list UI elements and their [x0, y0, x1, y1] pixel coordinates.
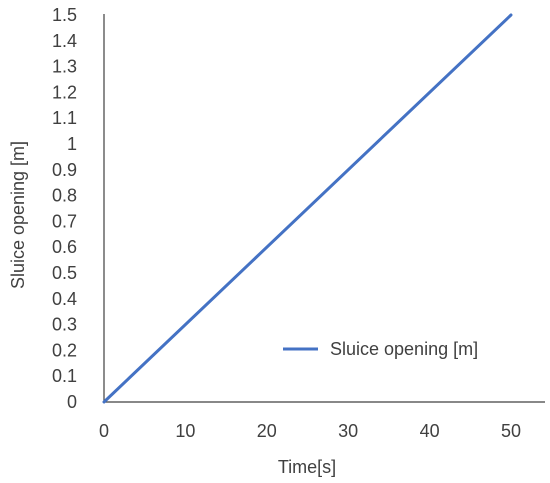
x-tick-label: 0	[99, 421, 109, 441]
y-tick-label: 0.5	[52, 263, 77, 283]
x-tick-label: 30	[338, 421, 358, 441]
x-tick-label: 50	[501, 421, 521, 441]
y-tick-label: 1.2	[52, 82, 77, 102]
y-tick-label: 0.8	[52, 186, 77, 206]
series-group	[102, 13, 513, 404]
y-tick-label: 1.3	[52, 57, 77, 77]
y-tick-label: 0.1	[52, 366, 77, 386]
y-tick-label: 0	[67, 392, 77, 412]
y-tick-label: 0.4	[52, 289, 77, 309]
legend-label: Sluice opening [m]	[330, 339, 478, 359]
y-tick-label: 1.4	[52, 31, 77, 51]
y-tick-label: 0.3	[52, 315, 77, 335]
y-tick-label: 1.5	[52, 5, 77, 25]
legend: Sluice opening [m]	[283, 339, 478, 359]
series-line	[102, 13, 513, 404]
y-tick-label: 1.1	[52, 108, 77, 128]
y-axis-title: Sluice opening [m]	[8, 141, 28, 289]
y-tick-label: 0.6	[52, 237, 77, 257]
x-tick-label: 20	[257, 421, 277, 441]
x-tick-label: 40	[420, 421, 440, 441]
y-tick-label: 0.9	[52, 160, 77, 180]
y-tick-label: 0.2	[52, 340, 77, 360]
x-axis-title: Time[s]	[278, 457, 336, 477]
x-tick-labels: 0 10 20 30 40 50	[99, 421, 521, 441]
x-tick-label: 10	[175, 421, 195, 441]
y-tick-labels: 0 0.1 0.2 0.3 0.4 0.5 0.6 0.7 0.8 0.9 1 1.1 1.2 1.3 1.…	[52, 5, 77, 412]
y-tick-label: 1	[67, 134, 77, 154]
y-tick-label: 0.7	[52, 211, 77, 231]
